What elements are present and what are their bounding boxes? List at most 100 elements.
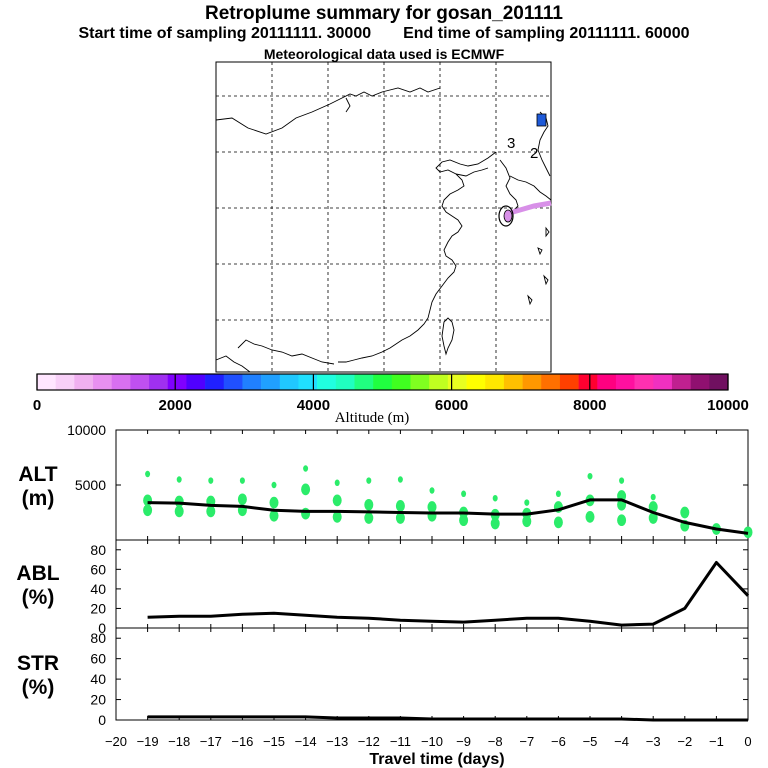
- altitude-cluster-point: [239, 477, 245, 484]
- colorbar-cell: [541, 374, 561, 390]
- colorbar-cell: [597, 374, 617, 390]
- colorbar-cell: [205, 374, 225, 390]
- colorbar-cell: [373, 374, 393, 390]
- y-axis-label: (%): [22, 586, 55, 609]
- x-tick-label: 0: [744, 734, 751, 749]
- altitude-cluster-point: [585, 511, 595, 523]
- y-tick-label: 20: [90, 692, 106, 708]
- x-tick-label: −19: [137, 734, 159, 749]
- colorbar-cell: [130, 374, 150, 390]
- end-time-label: End time of sampling 20111111. 60000: [403, 25, 690, 42]
- x-tick-label: −1: [709, 734, 724, 749]
- x-tick-label: −6: [551, 734, 566, 749]
- x-tick-label: −11: [390, 734, 411, 749]
- colorbar-tick-label: 4000: [297, 397, 330, 414]
- colorbar-cell: [653, 374, 673, 390]
- colorbar-cell: [690, 374, 710, 390]
- colorbar: [36, 373, 729, 391]
- colorbar-tick-label: 8000: [573, 397, 606, 414]
- y-tick-label: 80: [90, 542, 106, 558]
- altitude-cluster-point: [301, 507, 311, 520]
- panel-str: 0 20 40 60 80 STR(%): [17, 627, 749, 728]
- altitude-cluster-point: [176, 476, 182, 483]
- chart-panels: 500010000ALT(m)020406080ABL(%)020406080S…: [16, 422, 753, 728]
- altitude-cluster-point: [553, 516, 563, 529]
- chart-title: Retroplume summary for gosan_201111: [205, 3, 563, 24]
- y-tick-label: 10000: [67, 422, 106, 438]
- altitude-cluster-point: [143, 504, 153, 517]
- colorbar-cell: [186, 374, 206, 390]
- y-axis-label: (%): [22, 676, 55, 699]
- series-line-abl: [147, 561, 750, 627]
- y-axis-label: (m): [22, 487, 55, 510]
- colorbar-cell: [242, 374, 262, 390]
- colorbar-cell: [522, 374, 542, 390]
- altitude-cluster-point: [397, 476, 403, 483]
- x-tick-label: −3: [646, 734, 661, 749]
- altitude-cluster-point: [522, 515, 532, 528]
- y-tick-label: 0: [98, 712, 106, 728]
- altitude-cluster-point: [366, 477, 372, 484]
- x-tick-label: −20: [105, 734, 127, 749]
- met-data-label: Meteorological data used is ECMWF: [263, 46, 505, 62]
- y-axis-label: ABL: [16, 562, 59, 585]
- colorbar-cell: [74, 374, 94, 390]
- colorbar-cell: [111, 374, 131, 390]
- y-axis-label: STR: [17, 652, 59, 675]
- y-tick-label: 60: [90, 561, 106, 577]
- altitude-cluster-point: [427, 501, 437, 513]
- colorbar-tick-label: 0: [33, 397, 41, 414]
- x-tick-label: −15: [263, 734, 285, 749]
- x-tick-label: −8: [488, 734, 503, 749]
- map-grid: [216, 62, 551, 372]
- y-tick-label: 0: [98, 620, 106, 636]
- x-axis: −20 −19 −18 −17 −16 −15 −14 −13 −12 −11 −10 −9 −8 −7−…: [105, 734, 752, 749]
- plume-endpoint: [536, 113, 547, 127]
- altitude-cluster-point: [395, 512, 405, 524]
- y-tick-label: 40: [90, 581, 106, 597]
- colorbar-tick-label: 10000: [707, 397, 749, 414]
- x-tick-label: −13: [326, 734, 348, 749]
- altitude-cluster-point: [332, 511, 342, 523]
- colorbar-ticks: 0 2000 4000 6000 8000 10000: [33, 374, 749, 414]
- x-tick-label: −9: [456, 734, 471, 749]
- colorbar-cell: [671, 374, 691, 390]
- x-tick-label: −4: [614, 734, 629, 749]
- colorbar-cell: [37, 374, 56, 390]
- altitude-cluster-point: [303, 465, 309, 472]
- x-tick-label: −17: [200, 734, 222, 749]
- altitude-cluster-point: [680, 506, 690, 519]
- altitude-cluster-point: [429, 487, 435, 494]
- colorbar-cell: [429, 374, 449, 390]
- colorbar-cell: [447, 374, 467, 390]
- release-label-2: 2: [530, 145, 538, 162]
- altitude-cluster-point: [269, 496, 279, 509]
- panel-alt: 5000 10000 ALT(m): [18, 422, 753, 541]
- colorbar-cell: [149, 374, 169, 390]
- altitude-cluster-point: [619, 477, 625, 484]
- altitude-cluster-point: [459, 514, 469, 527]
- colorbar-cell: [391, 374, 411, 390]
- start-time-label: Start time of sampling 20111111. 30000: [78, 25, 372, 42]
- panel-frame: [115, 627, 749, 721]
- x-tick-label: −18: [168, 734, 190, 749]
- altitude-cluster-point: [492, 494, 498, 502]
- altitude-cluster-point: [490, 517, 500, 530]
- colorbar-cell: [466, 374, 486, 390]
- colorbar-tick-label: 6000: [435, 397, 468, 414]
- colorbar-cell: [279, 374, 299, 390]
- y-tick-label: 40: [90, 671, 106, 687]
- series-line-alt: [147, 498, 749, 535]
- altitude-cluster-point: [587, 472, 593, 480]
- altitude-cluster-point: [208, 477, 214, 484]
- x-tick-label: −7: [519, 734, 534, 749]
- y-tick-label: 60: [90, 651, 106, 667]
- release-label-3: 3: [507, 135, 515, 152]
- x-tick-label: −14: [295, 734, 317, 749]
- colorbar-cell: [298, 374, 318, 390]
- sampling-times: Start time of sampling 20111111. 30000 En…: [0, 25, 768, 43]
- colorbar-cell: [578, 374, 598, 390]
- altitude-cluster-point: [648, 501, 658, 513]
